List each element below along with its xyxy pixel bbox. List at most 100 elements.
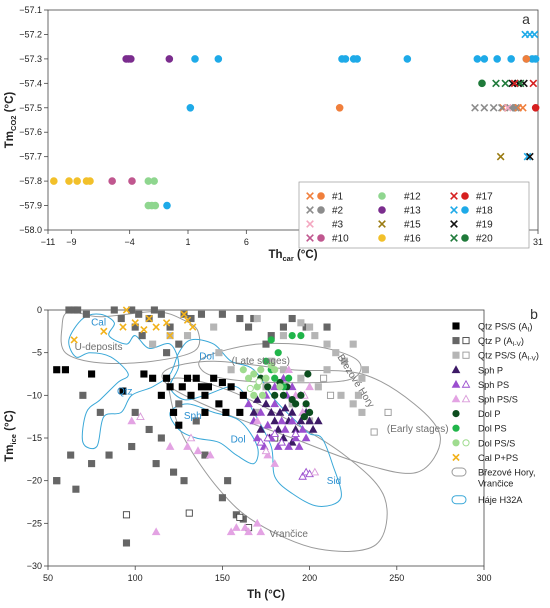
panel-b-point-qtz-p-ai-v xyxy=(170,468,178,476)
panel-b-point-cal-p-ps xyxy=(100,327,108,335)
panel-a-legend-marker xyxy=(450,220,458,228)
panel-b-legend-outline-gray xyxy=(451,467,467,477)
panel-b-point-sph-ps xyxy=(263,420,273,429)
panel-a-point-13 xyxy=(165,55,174,63)
panel-b-field-outline-gray xyxy=(167,377,388,552)
panel-a-xtick-label: −4 xyxy=(125,237,135,247)
panel-b-point-qtz-ps-s-ai-v xyxy=(149,340,157,348)
panel-a-point-2 xyxy=(506,103,514,112)
panel-a-point-17 xyxy=(529,79,538,88)
panel-b-point-qtz-p-ai-v xyxy=(279,323,287,331)
panel-a-point-2 xyxy=(511,103,520,112)
panel-b-point-qtz-ps-s-ai-v xyxy=(253,314,261,323)
panel-b-xtick-label: 200 xyxy=(302,573,317,583)
panel-b-point-qtz-ps-s-ai xyxy=(222,408,230,416)
panel-b-point-cal-p-ps xyxy=(70,336,78,344)
panel-a-point-17 xyxy=(531,103,540,112)
panel-a-point-3 xyxy=(503,103,512,112)
panel-b-point-cal-p-ps xyxy=(183,316,192,324)
panel-b-point-qtz-ps-s-ai-v xyxy=(358,408,366,416)
panel-a-point-20 xyxy=(501,79,510,88)
panel-b-legend-marker xyxy=(452,322,460,330)
panel-a-point-2 xyxy=(497,103,506,112)
panel-a-point-18 xyxy=(523,152,532,161)
panel-b-xtick-label: 50 xyxy=(43,573,53,583)
panel-b-point-sph-ps xyxy=(273,442,283,450)
panel-a-ytick-label: −57.8 xyxy=(19,176,42,186)
panel-b-point-qtz-ps-s-ai xyxy=(210,374,218,382)
panel-b-legend-marker xyxy=(462,337,470,345)
panel-b-legend-marker xyxy=(452,410,460,418)
panel-b-point-qtz-p-ai-v xyxy=(67,451,75,459)
panel-b-point-qtz-p-ai-v-open xyxy=(185,509,193,517)
panel-b-point-sph-ps-s xyxy=(226,527,236,536)
panel-b-point-qtz-p-ai-v xyxy=(128,442,136,451)
panel-b-point-qtz-ps-s-ai xyxy=(187,391,195,399)
panel-b-point-sph-ps-s xyxy=(165,442,175,450)
panel-b-point-qtz-ps-s-ai-v xyxy=(361,366,369,374)
panel-b-annotation: Sid xyxy=(327,476,341,487)
panel-b-point-qtz-ps-s-ai-v-open xyxy=(326,391,335,399)
panel-a-legend-marker xyxy=(317,234,325,242)
panel-a-ytick-label: −57.4 xyxy=(19,78,42,88)
panel-b-point-sph-p xyxy=(287,437,297,446)
panel-b-point-qtz-ps-s-ai-v xyxy=(227,366,235,374)
panel-b-legend-marker xyxy=(462,351,470,359)
panel-b-point-dol-ps xyxy=(297,332,305,340)
panel-b-point-qtz-ps-s-ai xyxy=(201,391,209,399)
panel-b-point-qtz-ps-s-ai-v xyxy=(297,319,305,327)
panel-b-point-qtz-ps-s-ai xyxy=(149,374,157,382)
panel-b-point-dol-ps xyxy=(285,374,293,382)
panel-a-ylabel: TmCO2 (°C) xyxy=(4,92,18,149)
panel-b-point-dol-ps-s xyxy=(250,391,258,399)
panel-b-point-dol-ps-s xyxy=(258,391,267,399)
panel-b-point-dol-p xyxy=(271,391,279,399)
panel-b-point-sph-ps-s xyxy=(127,416,137,425)
panel-b-point-sph-ps xyxy=(287,416,297,425)
panel-b-point-cal-p-ps xyxy=(140,325,148,334)
panel-a-ytick-label: −57.1 xyxy=(19,5,42,15)
panel-b-point-qtz-p-ai-v xyxy=(218,494,226,502)
panel-b-point-qtz-ps-s-ai-v xyxy=(210,323,218,331)
panel-b-point-dol-ps-s-open xyxy=(255,378,263,386)
panel-b-point-dol-ps-s xyxy=(239,366,247,374)
panel-b-legend-label: Háje H32A xyxy=(478,495,523,505)
panel-b-point-qtz-p-ai-v xyxy=(72,485,80,493)
panel-b-point-sph-ps-open xyxy=(256,437,266,446)
panel-b-point-dol-ps xyxy=(267,336,275,344)
panel-b-point-qtz-p-ai-v xyxy=(122,539,131,547)
panel-b-point-dol-ps xyxy=(288,332,296,340)
panel-a-ytick-label: −57.7 xyxy=(19,152,42,162)
panel-a-legend-label: #2 xyxy=(332,206,344,217)
panel-a-point-19 xyxy=(525,152,534,161)
panel-b-point-qtz-ps-s-ai-v-open xyxy=(384,408,392,416)
panel-b-legend-marker xyxy=(452,351,460,359)
panel-b-point-qtz-ps-s-ai-v xyxy=(215,349,223,357)
panel-b-point-qtz-ps-s-ai xyxy=(236,408,244,416)
panel-b-point-cal-p-ps xyxy=(162,319,171,327)
panel-a-label: a xyxy=(522,11,530,27)
panel-a-point-18 xyxy=(186,103,195,112)
panel-b-legend-label: Dol PS/S xyxy=(478,438,515,448)
panel-a-point-15 xyxy=(496,152,505,161)
panel-b-legend-marker xyxy=(451,394,461,403)
panel-b-point-dol-ps-s-open xyxy=(246,384,254,393)
panel-a-legend-marker xyxy=(378,206,386,214)
panel-b-point-qtz-ps-s-ai-v xyxy=(323,340,331,348)
panel-b-label: b xyxy=(530,306,538,322)
panel-a-point-18 xyxy=(507,55,515,63)
panel-a-legend-marker xyxy=(378,220,386,228)
panel-a-legend-label: #1 xyxy=(332,192,344,203)
panel-b-point-qtz-ps-s-ai-v xyxy=(358,374,366,382)
panel-b-point-qtz-p-ai-v xyxy=(175,340,183,348)
panel-b-xtick-label: 250 xyxy=(389,573,404,583)
panel-b-point-qtz-ps-s-ai xyxy=(61,366,69,374)
panel-b-point-qtz-p-ai-v xyxy=(187,314,195,323)
panel-b-point-sph-p xyxy=(296,416,306,425)
panel-b-data xyxy=(53,306,392,547)
panel-b-point-cal-p-ps xyxy=(131,319,139,327)
panel-b-point-qtz-p-ai-v xyxy=(166,323,174,331)
panel-b-point-qtz-p-ai-v xyxy=(152,460,160,468)
panel-a-xlabel: Thcar (°C) xyxy=(268,249,317,263)
